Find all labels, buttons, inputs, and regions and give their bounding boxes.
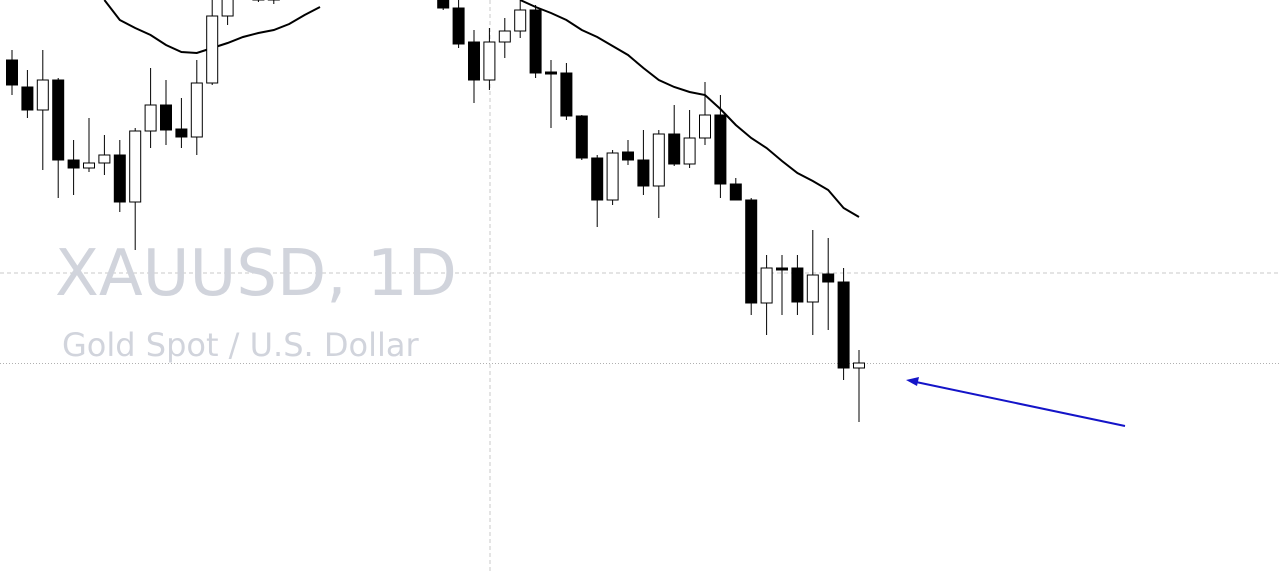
candle-body xyxy=(591,157,604,201)
candle-body xyxy=(729,183,742,201)
candle-body xyxy=(560,72,573,117)
candle-body xyxy=(483,41,496,81)
candle-body xyxy=(452,7,465,45)
candle-body xyxy=(498,30,511,43)
candle-body xyxy=(206,15,219,84)
candle-body xyxy=(83,162,95,169)
candle-body xyxy=(575,115,588,159)
candle-body xyxy=(175,128,188,138)
candle-body xyxy=(637,159,650,187)
candle-body xyxy=(52,79,65,161)
watermark-description: Gold Spot / U.S. Dollar xyxy=(62,326,419,364)
candle-body xyxy=(791,267,804,303)
candle-body xyxy=(745,199,758,304)
candle-body xyxy=(144,104,157,132)
candle-body xyxy=(36,79,49,111)
arrow-head xyxy=(906,377,919,386)
candle-body xyxy=(129,130,142,203)
candle-body xyxy=(98,154,111,164)
candle-body xyxy=(622,151,634,161)
candle-body xyxy=(67,159,80,169)
arrow-line xyxy=(915,381,1126,427)
candle-body xyxy=(437,0,450,9)
candle-body xyxy=(529,9,542,74)
candle-body xyxy=(837,281,850,369)
candle-body xyxy=(683,137,696,165)
candle-body xyxy=(760,267,773,304)
watermark-symbol: XAUUSD, 1D xyxy=(55,237,457,311)
candle-body xyxy=(468,41,480,81)
candle-body xyxy=(668,133,681,165)
candle-body xyxy=(806,274,819,303)
candle-body xyxy=(190,82,203,138)
candle-body xyxy=(652,133,665,187)
candle-body xyxy=(822,273,835,283)
candle-body xyxy=(776,267,788,271)
candle-body xyxy=(6,59,18,86)
series xyxy=(6,0,865,422)
candle-body xyxy=(514,9,527,32)
candle-body xyxy=(21,86,34,111)
candle-body xyxy=(545,71,557,75)
candle-body xyxy=(853,362,865,369)
candle-body xyxy=(699,114,711,139)
candle-body xyxy=(714,114,727,185)
candle-body xyxy=(221,0,234,17)
candle-body xyxy=(113,154,126,203)
candle-body xyxy=(160,104,172,131)
candle-body xyxy=(606,152,619,201)
